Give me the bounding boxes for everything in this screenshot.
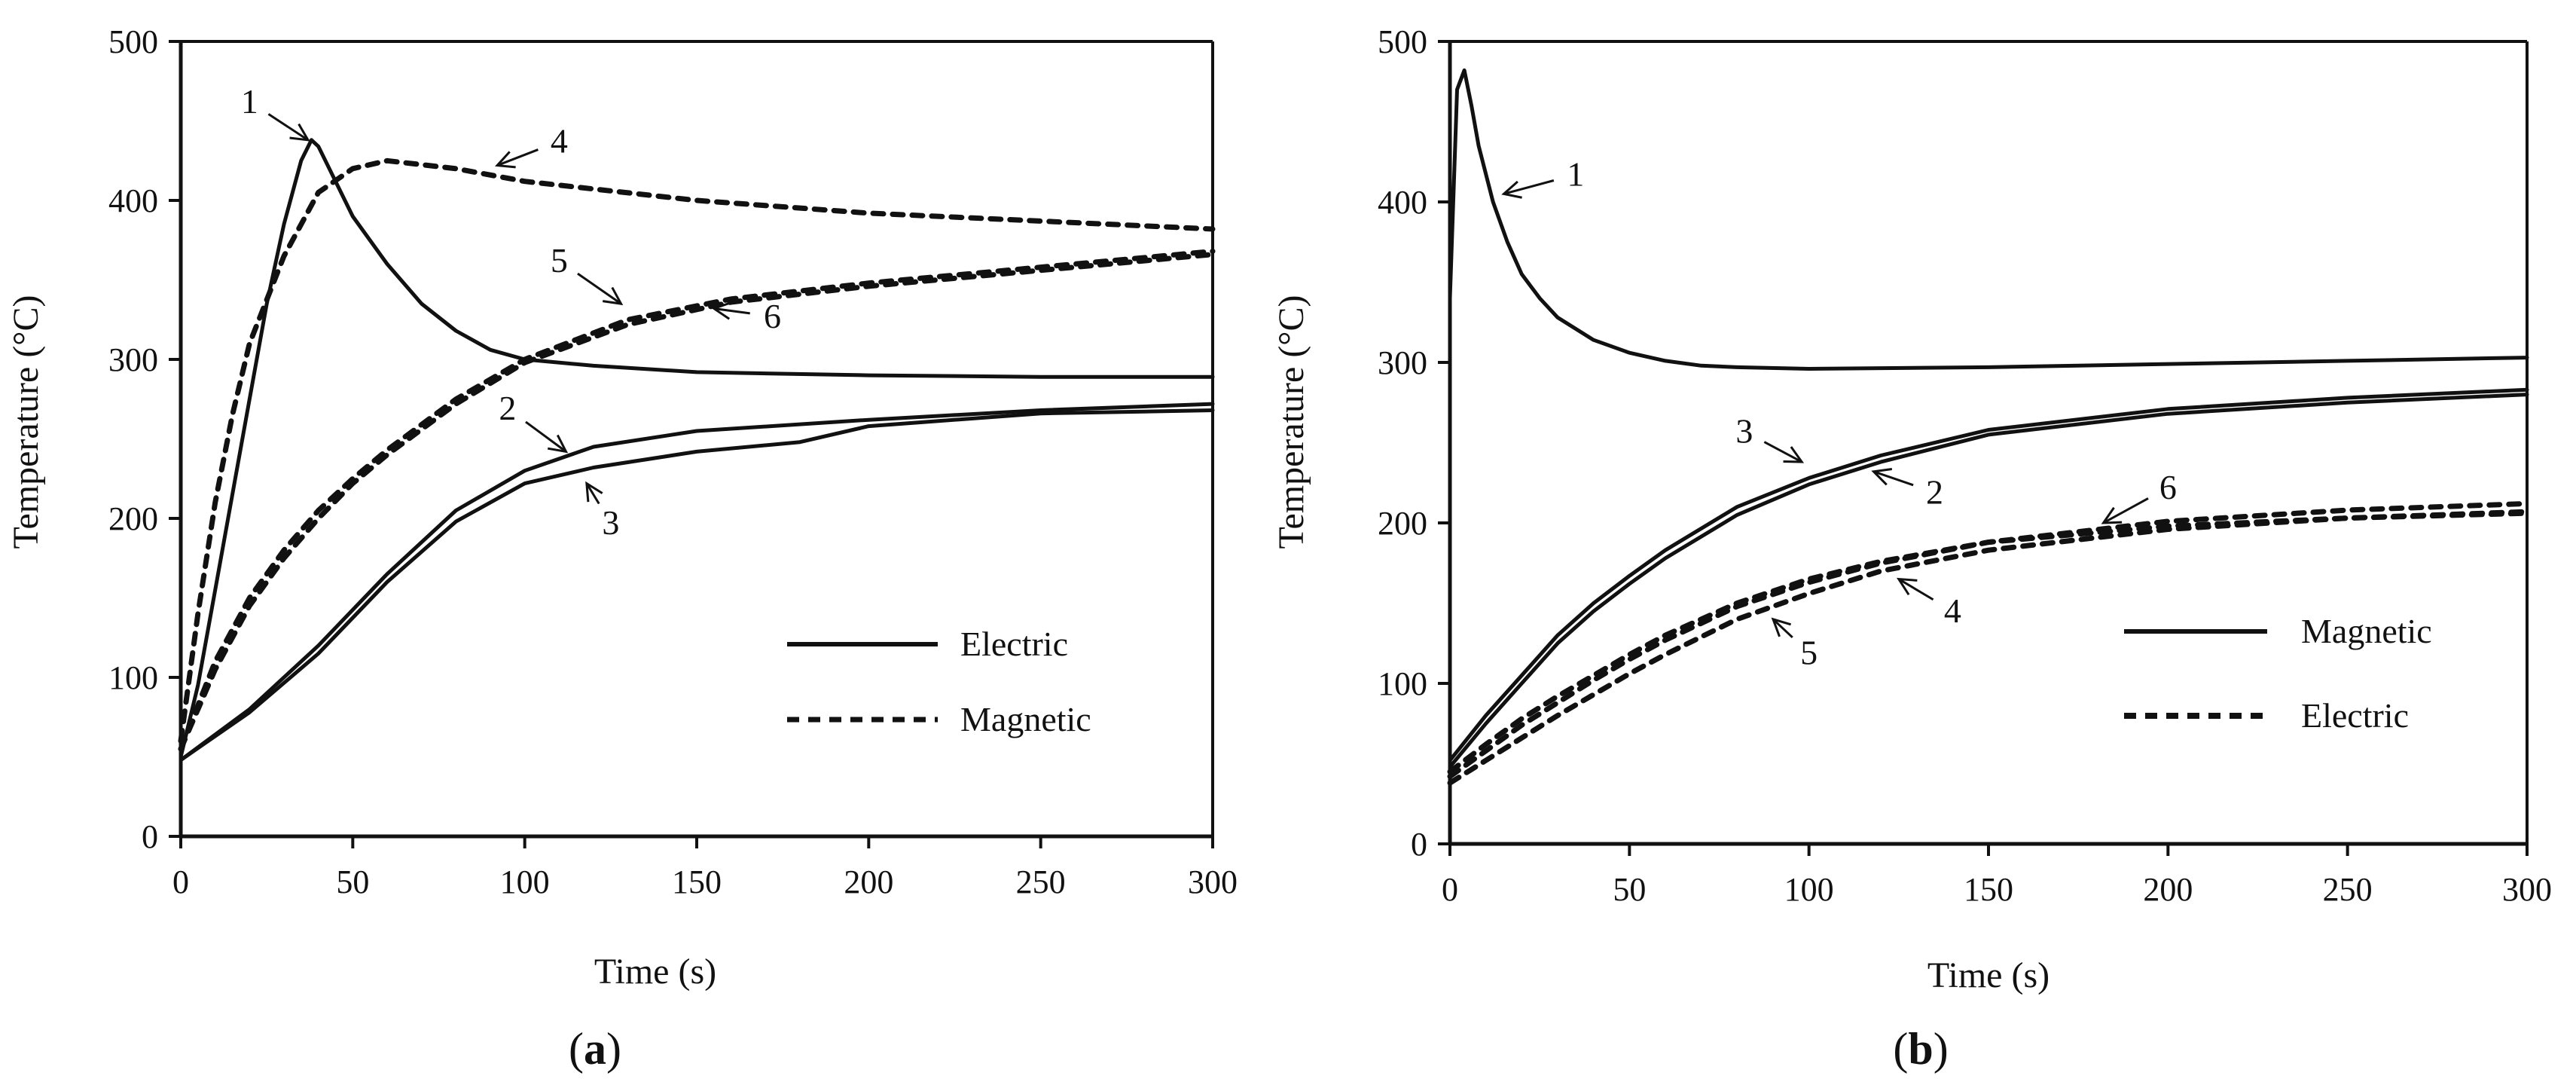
chart-a-legend-label-0: Electric (960, 625, 1068, 663)
chart-a-annotation-arrow (525, 420, 567, 453)
chart-a-xtick-label: 0 (172, 863, 189, 900)
chart-a-ytick-label: 100 (108, 659, 158, 696)
chart-a-annotation-arrowhead (547, 434, 569, 454)
chart-b-annotation-4: 4 (1944, 591, 1961, 630)
chart-a-series-6 (178, 252, 1216, 752)
chart-b-legend-label-1: Electric (2301, 696, 2409, 735)
chart-b-xtick-label: 300 (2502, 871, 2552, 908)
chart-a-annotation-arrow (585, 482, 600, 505)
chart-b-legend: Magnetic Electric (2124, 612, 2432, 735)
chart-a-annotation-4: 4 (551, 122, 568, 160)
chart-a-annotation-arrow (496, 148, 539, 167)
chart-b-annotation-arrowhead (1896, 577, 1918, 596)
chart-a-series-4 (178, 157, 1216, 744)
chart-b-annotation-3: 3 (1735, 412, 1753, 451)
chart-b-annotation-arrow (1763, 441, 1802, 463)
chart-a-annotation-arrowhead (602, 286, 624, 306)
chart-a-xtick-label: 250 (1016, 863, 1066, 900)
chart-b-annotation-5: 5 (1800, 633, 1818, 671)
caption-a: (a) (569, 1024, 621, 1074)
chart-b-series-2 (1448, 393, 2529, 769)
chart-b-xtick-label: 250 (2323, 871, 2373, 908)
chart-a-series-5 (178, 249, 1216, 752)
chart-b-annotation-arrow (2102, 497, 2149, 524)
chart-a-annotation-3: 3 (602, 503, 619, 542)
caption-b-open: ( (1893, 1024, 1908, 1074)
chart-a-ytick-label: 500 (108, 23, 158, 60)
chart-b-xtick-label: 100 (1784, 871, 1834, 908)
chart-b-annotation-arrowhead (2101, 506, 2123, 524)
chart-b-ytick-label: 300 (1378, 344, 1427, 381)
chart-b-ytick-label: 500 (1378, 23, 1427, 60)
chart-b-legend-label-0: Magnetic (2301, 612, 2432, 650)
chart-b-xtick-label: 50 (1613, 871, 1646, 908)
chart-b-ytick-label: 0 (1411, 826, 1427, 863)
chart-a-series-2 (179, 402, 1215, 763)
chart-b-annotation-6: 6 (2159, 468, 2177, 506)
chart-a-xtick-label: 200 (844, 863, 893, 900)
chart-b-annotation-arrow (1503, 179, 1555, 195)
chart-a-xtick-label: 300 (1188, 863, 1238, 900)
chart-b-xtick-label: 0 (1442, 871, 1458, 908)
chart-a-annotation-2: 2 (499, 389, 516, 427)
chart-b-xtick-label: 200 (2143, 871, 2193, 908)
chart-b-series-6 (1447, 500, 2530, 779)
chart-b-ytick-label: 200 (1378, 505, 1427, 542)
chart-a-ytick-label: 400 (108, 182, 158, 219)
caption-a-open: ( (569, 1024, 584, 1074)
caption-a-letter: a (584, 1024, 606, 1074)
chart-a-annotation-5: 5 (551, 241, 568, 280)
chart-a-xtick-label: 50 (336, 863, 369, 900)
chart-a-annotation-arrow (577, 272, 622, 305)
chart-b: 1 3 2 6 4 5 0 100 200 300 400 500 0 50 100 150 200 250 30… (1271, 23, 2552, 1074)
chart-b-annotation-arrowhead (1871, 468, 1893, 486)
chart-a-series-1 (179, 138, 1215, 759)
chart-b-ylabel: Temperature (°C) (1271, 295, 1311, 549)
chart-a-ytick-label: 300 (108, 341, 158, 378)
chart-a-series-3 (179, 408, 1215, 763)
chart-b-series-5 (1447, 509, 2530, 786)
chart-a-xtick-label: 100 (500, 863, 550, 900)
chart-a-legend-label-1: Magnetic (960, 700, 1091, 738)
chart-a-annotation-arrowhead (289, 123, 310, 142)
chart-a-annotation-arrow (267, 113, 309, 142)
chart-b-series-4 (1447, 510, 2530, 775)
chart-b-annotation-1: 1 (1567, 155, 1584, 194)
chart-a-annotation-arrow (713, 307, 750, 315)
chart-b-xtick-label: 150 (1964, 871, 2013, 908)
chart-b-series-3 (1448, 387, 2529, 763)
caption-a-close: ) (606, 1024, 621, 1074)
chart-a-annotation-arrowhead (585, 481, 603, 503)
chart-a-xlabel: Time (s) (594, 952, 716, 992)
chart-a-annotation-arrowhead (495, 151, 516, 169)
chart-b-annotation-arrow (1772, 618, 1793, 639)
caption-b-close: ) (1934, 1024, 1949, 1074)
chart-b-xlabel: Time (s) (1927, 955, 2050, 995)
chart-a: 1 4 5 6 2 3 0 100 200 300 400 500 0 50 100 150 200 250 30… (6, 23, 1238, 1074)
chart-a-ylabel: Temperature (°C) (6, 295, 46, 549)
chart-a-annotation-6: 6 (764, 297, 781, 335)
chart-b-annotation-arrowhead (1771, 617, 1792, 637)
chart-b-annotation-2: 2 (1926, 472, 1943, 511)
chart-a-annotation-arrowhead (711, 301, 732, 320)
chart-a-annotation-1: 1 (241, 82, 258, 121)
caption-b-letter: b (1908, 1024, 1933, 1074)
chart-b-annotation-arrowhead (1501, 180, 1522, 199)
chart-a-legend: Electric Magnetic (787, 625, 1091, 738)
chart-a-xtick-label: 150 (672, 863, 722, 900)
caption-b: (b) (1893, 1024, 1948, 1074)
chart-b-ytick-label: 400 (1378, 184, 1427, 221)
chart-a-ytick-label: 200 (108, 500, 158, 537)
chart-b-annotation-arrow (1898, 578, 1934, 601)
chart-b-series-1 (1448, 68, 2529, 371)
chart-a-ytick-label: 0 (142, 818, 158, 855)
chart-b-ytick-label: 100 (1378, 665, 1427, 702)
chart-b-annotation-arrow (1872, 470, 1914, 487)
chart-b-annotation-arrowhead (1783, 446, 1805, 463)
